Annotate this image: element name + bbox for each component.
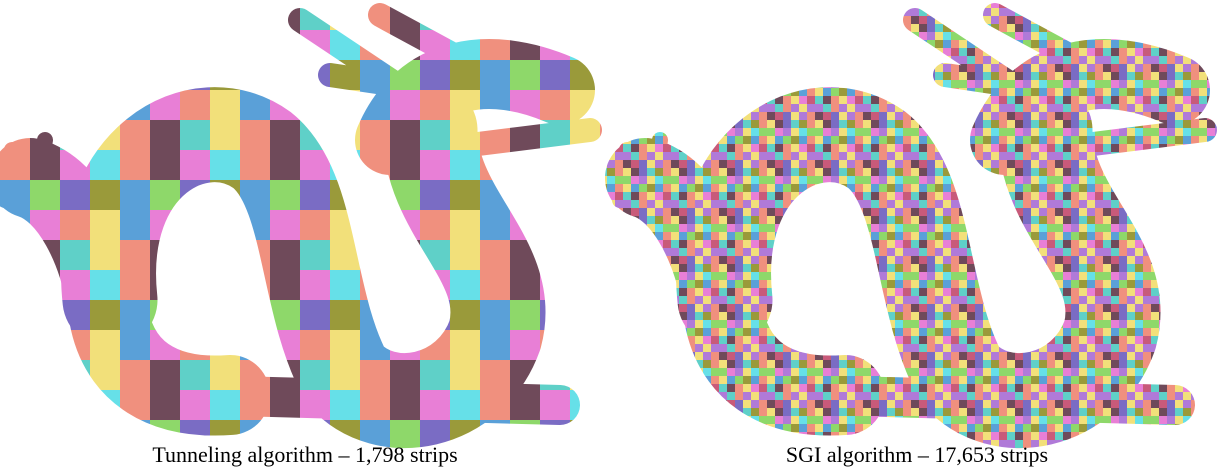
panel-right: SGI algorithm – 17,653 strips xyxy=(620,15,1205,467)
dragon-image xyxy=(5,15,590,405)
caption: SGI algorithm – 17,653 strips xyxy=(786,442,1048,467)
page: Tunneling algorithm – 1,798 strips SGI a… xyxy=(0,0,1219,473)
dragon-image xyxy=(620,15,1205,405)
figure: Tunneling algorithm – 1,798 strips SGI a… xyxy=(0,0,1219,473)
panel-left: Tunneling algorithm – 1,798 strips xyxy=(5,15,590,467)
caption: Tunneling algorithm – 1,798 strips xyxy=(152,442,457,467)
